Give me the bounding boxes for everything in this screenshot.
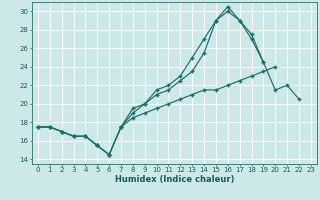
X-axis label: Humidex (Indice chaleur): Humidex (Indice chaleur) [115,175,234,184]
